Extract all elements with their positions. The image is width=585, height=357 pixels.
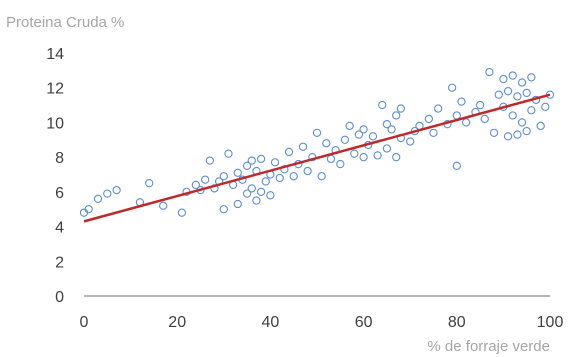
data-point [461,118,471,127]
data-point [513,92,522,101]
data-point [289,172,298,181]
data-point [382,120,392,129]
y-axis-title: Proteina Cruda % [6,14,124,31]
data-point [359,125,368,134]
data-point [350,149,359,158]
data-point [298,142,308,151]
y-tick-label: 0 [55,289,64,306]
data-point [266,191,275,200]
data-point [224,149,233,158]
data-point [93,194,103,203]
data-point [247,184,256,193]
data-point [429,128,438,137]
data-point [508,71,517,80]
data-point [261,177,270,186]
data-point [84,205,93,214]
data-point [322,139,331,148]
data-point [112,185,121,195]
y-tick-label: 10 [46,115,64,132]
data-point [499,74,508,84]
data-point [480,114,489,124]
data-point [247,156,256,165]
data-point [317,172,326,181]
data-point [256,154,266,164]
data-point [340,135,350,144]
data-point [434,104,443,113]
data-point [345,121,354,131]
x-axis-title: % de forraje verde [427,338,550,355]
y-tick-label: 4 [55,220,64,237]
data-point [503,87,513,96]
data-point [503,132,513,141]
data-point [201,175,210,184]
data-point [527,106,536,115]
data-point [396,104,406,113]
data-point [489,128,499,137]
y-tick-label: 8 [55,150,64,167]
data-point [242,161,252,170]
data-point [536,121,545,131]
data-point [517,118,527,127]
data-point [145,179,154,188]
y-tick-label: 2 [55,254,64,271]
data-point [270,158,280,167]
data-point [508,111,517,120]
data-point [205,156,214,165]
y-tick-label: 12 [46,81,64,98]
data-point [177,208,187,217]
x-tick-label: 0 [80,314,89,331]
data-point [303,166,312,176]
data-point [336,159,345,169]
data-point [452,111,461,120]
x-tick-label: 40 [262,314,280,331]
data-point [392,152,401,162]
data-point [191,180,200,190]
data-point [485,67,494,77]
data-point [359,152,368,162]
data-point [275,173,284,183]
x-tick-label: 80 [448,314,466,331]
data-point [242,189,252,198]
data-point [312,128,322,137]
data-point [252,196,261,205]
data-point [233,199,242,209]
data-point [387,125,396,134]
data-point [522,126,531,136]
data-point [475,100,485,110]
data-point [378,100,387,110]
y-tick-label: 6 [55,185,64,202]
data-point [527,73,536,82]
data-point [522,88,531,98]
data-point [517,78,527,87]
x-tick-label: 60 [355,314,373,331]
y-tick-label: 14 [46,46,64,63]
data-point [447,83,457,92]
data-point [513,130,522,139]
data-point [326,154,336,164]
data-point [284,147,294,157]
data-point [256,187,266,197]
data-point [406,137,415,146]
x-tick-label: 100 [537,314,564,331]
data-point [159,201,168,210]
data-point [541,102,550,111]
data-point [354,130,364,139]
data-point [373,151,382,160]
data-point [103,189,112,198]
data-point [392,111,401,120]
x-tick-label: 20 [168,314,186,331]
data-point [457,97,466,106]
data-point [368,132,378,141]
data-point [219,172,228,181]
data-point [233,168,242,177]
data-point [219,205,228,214]
data-point [452,161,461,170]
data-point [382,144,392,153]
trendline [83,93,551,223]
data-point [424,114,433,124]
data-point [494,90,503,99]
